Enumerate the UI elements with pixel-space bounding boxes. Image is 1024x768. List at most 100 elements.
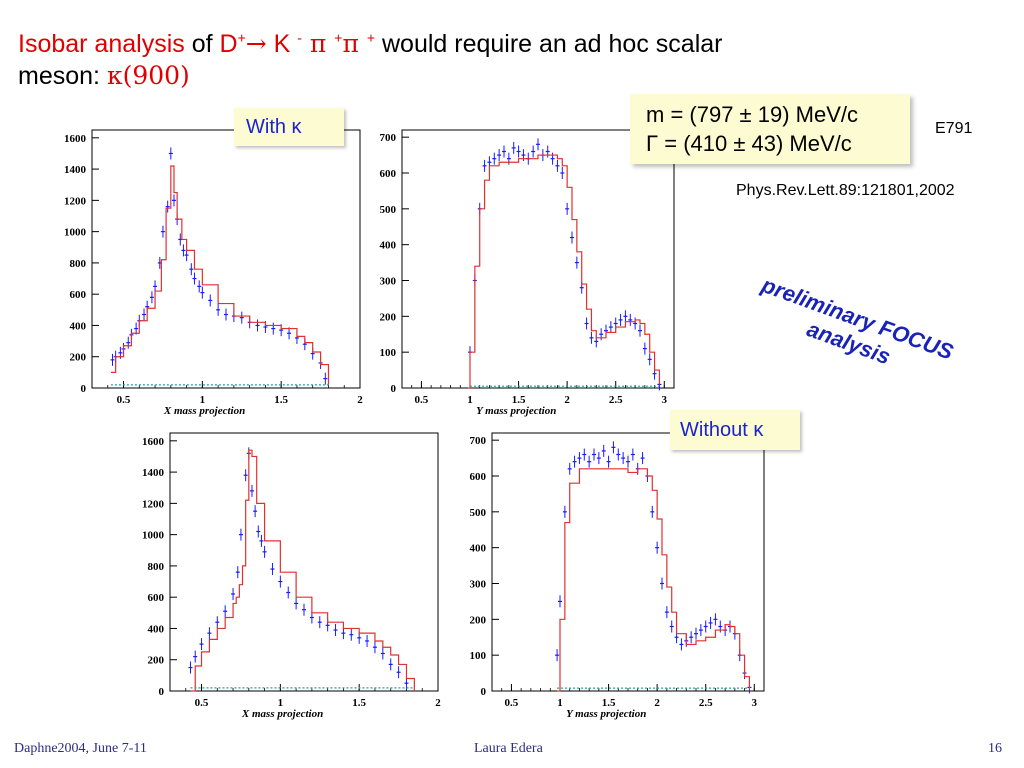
data-point	[630, 448, 635, 461]
title-pi1-sup: +	[334, 29, 343, 46]
data-point	[640, 452, 645, 465]
y-tick-label: 600	[70, 289, 87, 301]
x-tick-label: 0.5	[415, 394, 429, 406]
data-point	[256, 525, 261, 538]
data-point	[506, 152, 511, 165]
data-point	[698, 624, 703, 637]
data-point	[110, 353, 115, 366]
fit-result-box: m = (797 ± 19) MeV/c Γ = (410 ± 43) MeV/…	[630, 94, 910, 164]
y-tick-label: 200	[148, 655, 165, 667]
x-tick-label: 2	[654, 697, 660, 709]
data-point	[601, 444, 606, 457]
y-tick-label: 1000	[64, 227, 87, 239]
y-tick-label: 800	[148, 561, 165, 573]
x-tick-label: 1	[467, 394, 473, 406]
data-point	[134, 322, 139, 335]
data-point	[516, 145, 521, 158]
data-point	[669, 620, 674, 633]
data-point	[302, 603, 306, 616]
x-axis-title: X mass projection	[241, 708, 323, 720]
x-tick-label: 2.5	[699, 697, 713, 709]
data-point	[628, 313, 633, 326]
data-point	[388, 658, 393, 671]
data-point	[224, 308, 228, 321]
plot-with-y-projection: 0 100 200 300 400 500 600 700 0.5 1 1.5 2 2.5 3 Y mass…	[380, 129, 675, 417]
title-pi2: π	[342, 29, 367, 58]
data-point	[142, 308, 147, 321]
slide-title: Isobar analysis of D+→ K - π +π + would …	[18, 28, 898, 92]
x-tick-label: 2.5	[609, 394, 623, 406]
footer-author: Laura Edera	[474, 741, 543, 756]
y-tick-label: 1400	[142, 467, 165, 479]
data-point	[587, 455, 592, 468]
data-point	[647, 353, 652, 366]
data-point	[372, 641, 377, 654]
data-point	[199, 638, 204, 651]
y-tick-label: 600	[380, 168, 397, 180]
data-point	[574, 256, 579, 269]
data-point	[235, 566, 240, 579]
data-point	[149, 291, 154, 304]
x-tick-label: 1.5	[352, 697, 366, 709]
y-tick-label: 600	[470, 471, 487, 483]
data-point	[589, 331, 594, 344]
data-point	[694, 627, 698, 640]
x-axis-title: X mass projection	[163, 405, 245, 417]
x-tick-label: 2	[357, 394, 363, 406]
data-point	[404, 677, 409, 690]
title-of: of	[184, 30, 220, 58]
y-tick-label: 200	[70, 352, 87, 364]
x-tick-label: 0.5	[195, 697, 209, 709]
x-tick-label: 0.5	[117, 394, 131, 406]
title-d-sup: +	[237, 29, 246, 46]
y-tick-label: 1600	[64, 133, 87, 145]
data-point	[215, 616, 220, 629]
data-point	[623, 310, 628, 323]
data-point	[181, 244, 186, 257]
data-point	[357, 631, 362, 644]
data-point	[664, 606, 669, 619]
data-point	[396, 666, 401, 679]
data-point	[239, 311, 244, 324]
data-point	[197, 280, 202, 293]
data-point	[655, 541, 660, 554]
data-point	[521, 149, 526, 162]
preliminary-note: preliminary FOCUS analysis	[758, 272, 957, 370]
footer-page-number: 16	[988, 741, 1002, 756]
data-point	[608, 321, 613, 334]
label-with-kappa: With κ	[234, 108, 344, 146]
y-tick-label: 300	[470, 579, 487, 591]
data-point	[223, 605, 228, 618]
data-point	[253, 505, 258, 518]
y-tick-label: 0	[481, 686, 487, 698]
experiment-label: E791	[935, 120, 973, 137]
data-point	[572, 455, 577, 468]
x-tick-label: 2	[435, 697, 441, 709]
data-point	[192, 272, 197, 285]
y-tick-label: 0	[391, 383, 397, 395]
data-point	[497, 149, 502, 162]
x-tick-label: 3	[752, 697, 758, 709]
data-point	[259, 534, 264, 547]
data-point	[660, 577, 664, 590]
y-tick-label: 400	[380, 240, 397, 252]
fit-curve	[557, 468, 751, 692]
title-line2: meson:	[18, 62, 107, 90]
data-point	[317, 616, 322, 629]
y-tick-label: 200	[380, 311, 397, 323]
data-point	[380, 647, 385, 660]
plot-without-y-projection: 0 100 200 300 400 500 600 700 0.5 1 1.5 2 2.5 3 Y mass…	[470, 432, 765, 720]
y-tick-label: 600	[148, 592, 165, 604]
data-point	[599, 328, 604, 341]
data-point	[596, 452, 601, 465]
data-point	[270, 563, 275, 576]
data-point	[689, 631, 694, 644]
x-axis-title: Y mass projection	[566, 708, 646, 720]
data-point	[633, 317, 638, 330]
data-point	[492, 152, 497, 165]
data-point	[231, 588, 236, 601]
plot-frame	[169, 432, 439, 692]
x-tick-label: 3	[662, 394, 668, 406]
data-point	[189, 263, 194, 276]
fit-width: Γ = (410 ± 43) MeV/c	[646, 131, 852, 156]
